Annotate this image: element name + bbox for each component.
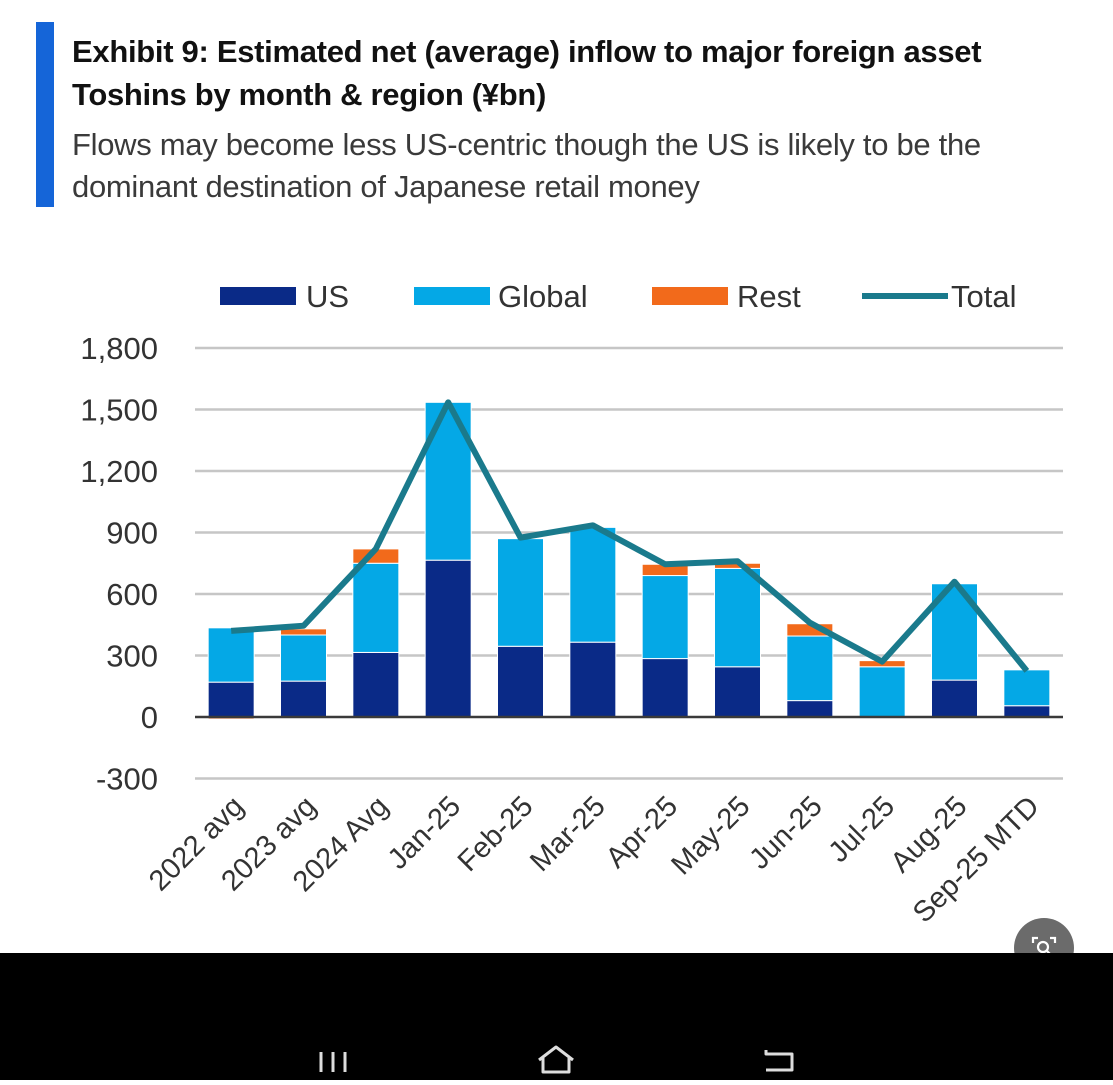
legend-label-us: US bbox=[306, 279, 349, 314]
x-tick-label: Jan-25 bbox=[382, 790, 467, 875]
bar-us-aug-25 bbox=[931, 679, 978, 718]
bar-global-may-25 bbox=[714, 567, 761, 668]
bar-us-may-25 bbox=[714, 666, 761, 718]
legend-label-global: Global bbox=[498, 279, 588, 314]
stacked-bar-chart: US Global Rest Total 1,800 1,500 1,200 900 600 3… bbox=[80, 279, 1063, 929]
y-tick-label: 900 bbox=[106, 516, 158, 551]
bar-global-jun-25 bbox=[786, 635, 834, 702]
bar-global-jul-25 bbox=[858, 666, 906, 718]
legend-swatch-rest bbox=[652, 287, 728, 305]
y-tick-label: 1,800 bbox=[80, 331, 158, 366]
legend-label-total: Total bbox=[951, 279, 1016, 314]
x-tick-label: May-25 bbox=[665, 790, 756, 881]
back-button[interactable] bbox=[750, 1030, 810, 1080]
bar-global-2024-avg bbox=[352, 562, 400, 653]
home-button[interactable] bbox=[526, 1030, 586, 1080]
total-line-layer bbox=[230, 399, 1030, 673]
bar-global-mar-25 bbox=[569, 526, 617, 643]
chart-title: Exhibit 9: Estimated net (average) inflo… bbox=[72, 34, 982, 112]
y-axis: 1,800 1,500 1,200 900 600 300 0 -300 bbox=[80, 331, 158, 797]
x-tick-label: Feb-25 bbox=[452, 790, 540, 878]
bar-global-sep-25-mtd bbox=[1003, 669, 1051, 707]
y-tick-label: 300 bbox=[106, 639, 158, 674]
bar-us-jan-25 bbox=[424, 559, 472, 718]
bar-us-2023-avg bbox=[280, 680, 327, 718]
legend: US Global Rest Total bbox=[220, 279, 1016, 314]
y-tick-label: 600 bbox=[106, 577, 158, 612]
bar-global-apr-25 bbox=[641, 575, 689, 660]
chart-subtitle: Flows may become less US-centric though … bbox=[72, 127, 981, 204]
bar-us-feb-25 bbox=[497, 645, 544, 718]
y-tick-label: -300 bbox=[96, 762, 158, 797]
navigation-bar bbox=[0, 953, 1113, 1080]
total-line bbox=[230, 399, 1030, 673]
legend-label-rest: Rest bbox=[737, 279, 801, 314]
bar-us-jun-25 bbox=[786, 700, 834, 718]
x-tick-label: Jun-25 bbox=[743, 790, 828, 875]
x-tick-label: Mar-25 bbox=[524, 790, 612, 878]
bar-us-2024-avg bbox=[352, 651, 400, 718]
header-accent-bar bbox=[36, 22, 54, 207]
legend-swatch-us bbox=[220, 287, 296, 305]
menu-icon bbox=[319, 1052, 347, 1072]
y-tick-label: 0 bbox=[141, 700, 158, 735]
bar-us-sep-25-mtd bbox=[1003, 705, 1051, 718]
y-tick-label: 1,200 bbox=[80, 454, 158, 489]
bar-us-apr-25 bbox=[641, 658, 689, 718]
gridlines bbox=[195, 346, 1063, 780]
x-tick-label: Sep-25 MTD bbox=[907, 790, 1046, 929]
bar-global-jan-25 bbox=[424, 401, 472, 561]
y-tick-label: 1,500 bbox=[80, 393, 158, 428]
bar-global-2022-avg bbox=[207, 627, 255, 683]
bar-global-feb-25 bbox=[497, 538, 544, 647]
back-icon bbox=[764, 1050, 794, 1072]
bar-us-mar-25 bbox=[569, 641, 617, 718]
legend-swatch-global bbox=[414, 287, 490, 305]
bar-us-2022-avg bbox=[207, 681, 255, 718]
home-icon bbox=[538, 1045, 574, 1074]
bar-rest-2023-avg bbox=[280, 628, 327, 636]
bar-global-2023-avg bbox=[280, 634, 327, 682]
bars bbox=[195, 401, 1063, 720]
menu-button[interactable] bbox=[303, 1030, 363, 1080]
